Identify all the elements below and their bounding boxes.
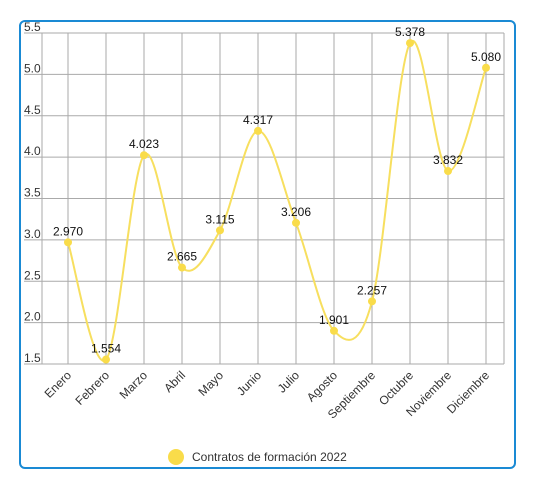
x-tick-label: Febrero <box>73 368 113 408</box>
x-tick-label: Mayo <box>195 368 226 399</box>
y-tick-label: 5.0 <box>24 61 41 75</box>
y-tick-label: 4.0 <box>24 144 41 158</box>
data-label: 5.080 <box>471 50 501 64</box>
data-point <box>254 126 262 135</box>
y-tick-label: 1.5 <box>24 351 41 365</box>
x-tick-label: Agosto <box>304 368 341 405</box>
data-point <box>482 63 490 72</box>
data-label: 2.257 <box>357 283 387 297</box>
x-tick-label: Diciembre <box>444 368 492 416</box>
x-tick-label: Enero <box>42 368 75 401</box>
data-label: 1.554 <box>91 342 121 356</box>
data-point <box>406 39 414 48</box>
series-line <box>67 39 487 362</box>
y-tick-label: 3.0 <box>24 227 41 241</box>
data-point <box>140 151 148 160</box>
x-tick-label: Abril <box>161 368 188 395</box>
legend-marker <box>168 449 184 465</box>
data-point <box>64 238 72 247</box>
y-tick-label: 2.5 <box>24 268 41 282</box>
data-point <box>216 226 224 235</box>
x-tick-label: Julio <box>275 368 303 396</box>
x-tick-label: Junio <box>234 368 264 398</box>
y-tick-label: 2.0 <box>24 310 41 324</box>
data-label: 4.317 <box>243 113 273 127</box>
data-point <box>368 297 376 306</box>
data-point <box>330 326 338 335</box>
data-label: 3.115 <box>205 212 234 226</box>
data-label: 2.970 <box>53 224 83 238</box>
y-tick-label: 4.5 <box>24 103 41 117</box>
data-label: 1.901 <box>319 313 349 327</box>
data-label: 2.665 <box>167 250 197 264</box>
data-label: 3.206 <box>281 205 311 219</box>
y-tick-label: 3.5 <box>24 186 41 200</box>
x-tick-label: Marzo <box>117 368 151 402</box>
chart-frame <box>19 20 516 469</box>
data-label: 4.023 <box>129 137 159 151</box>
data-point <box>444 167 452 176</box>
data-label: 5.378 <box>395 25 425 39</box>
legend-label: Contratos de formación 2022 <box>192 450 347 464</box>
data-label: 3.832 <box>433 153 463 167</box>
data-point <box>178 263 186 272</box>
y-tick-label: 5.5 <box>24 20 41 34</box>
data-point <box>292 218 300 227</box>
data-point <box>102 355 110 364</box>
